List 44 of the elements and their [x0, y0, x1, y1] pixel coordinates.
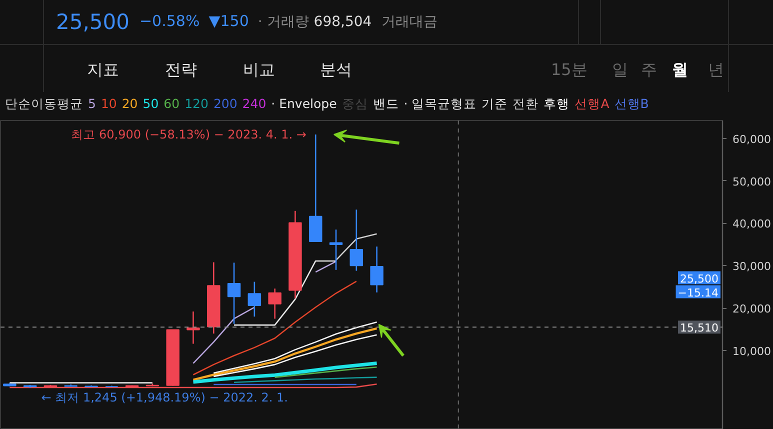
legend-label: 후행 [544, 95, 570, 113]
text: 월 [672, 60, 688, 79]
text: 전략 [165, 60, 197, 79]
text: 기준 [482, 95, 508, 113]
text: 25,500 [680, 272, 719, 286]
text: · 거래량 [258, 13, 309, 32]
text: 지표 [87, 60, 119, 79]
legend-label: 240 [242, 95, 266, 113]
text: 120 [184, 95, 208, 113]
text: 주 [641, 60, 657, 79]
text: 60 [164, 95, 180, 113]
text: 비교 [243, 60, 275, 79]
text: 20 [122, 95, 138, 113]
text: · 일목균형표 [404, 95, 477, 113]
text: 선행A [574, 95, 610, 113]
text: 25,500 [56, 9, 130, 36]
text: 거래대금 [382, 13, 438, 32]
annotation: ← 최저 1,245 (+1,948.19%) − 2022. 2. 1. [41, 390, 288, 405]
text: 5 [88, 95, 96, 113]
ref-line-label: 15,510 [680, 322, 719, 335]
text: 분석 [320, 60, 352, 79]
text: 50 [142, 95, 159, 113]
text: 10 [100, 95, 117, 113]
text: 년 [708, 60, 724, 79]
text: · Envelope [271, 95, 337, 113]
y-tick-label: 40,000 [732, 218, 771, 231]
text: 밴드 [372, 95, 399, 113]
text: 전환 [512, 95, 539, 113]
y-tick-label: 50,000 [732, 175, 771, 188]
legend-title: 단순이동평균 [5, 95, 83, 113]
text: ▼150 [208, 11, 249, 32]
y-tick-label: 10,000 [732, 345, 771, 358]
legend-label: 선행B [614, 95, 649, 113]
legend-label: 중심 [342, 95, 368, 113]
text: 15분 [551, 60, 588, 79]
y-tick-label: 20,000 [732, 302, 771, 316]
text: −15.14 [678, 286, 719, 300]
y-tick-label: 30,000 [732, 260, 771, 274]
text: 200 [213, 95, 238, 113]
y-tick-label: 60,000 [732, 132, 771, 146]
text: −0.58% [139, 11, 200, 32]
text: 698,504 [314, 13, 372, 32]
annotation: 최고 60,900 (−58.13%) − 2023. 4. 1. → [71, 128, 306, 142]
text: 일 [612, 60, 628, 79]
